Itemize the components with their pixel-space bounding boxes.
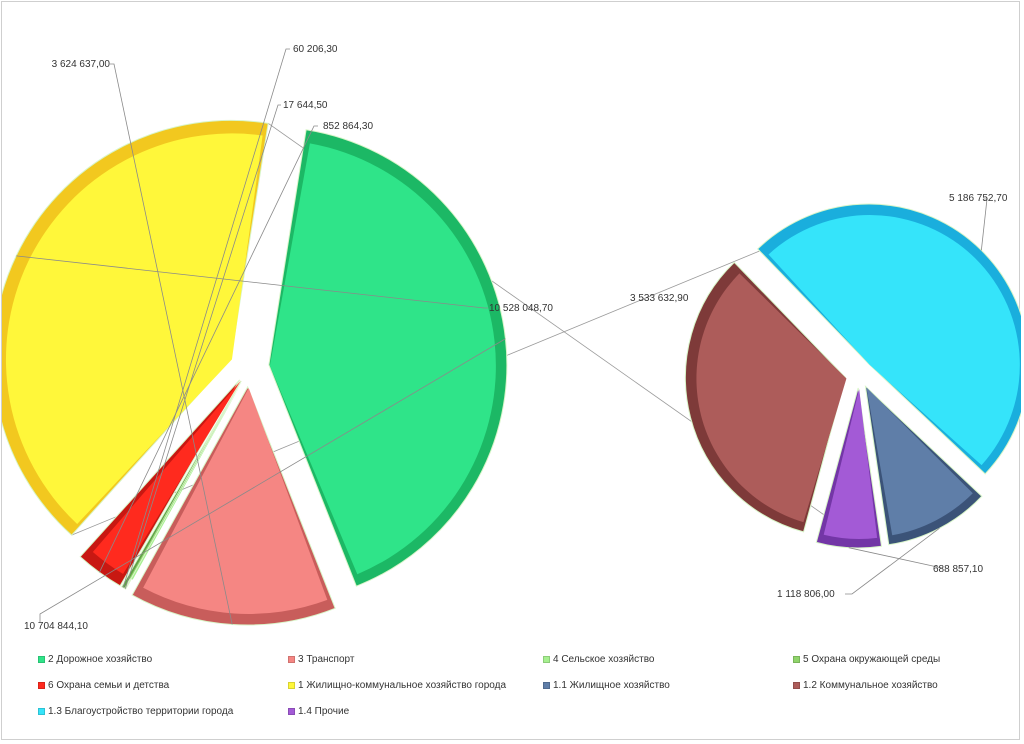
legend-swatch (288, 656, 295, 663)
legend-label: 2 Дорожное хозяйство (48, 654, 153, 665)
legend-item-5-охрана-окружающей-среды: 5 Охрана окружающей среды (793, 654, 940, 665)
leader-line-main-4 (99, 125, 318, 573)
legend-swatch (288, 682, 295, 689)
main-slice-1-жилищно-коммунальное-хозяйство-города (2, 119, 269, 536)
data-label-main-0: 10 704 844,10 (24, 621, 88, 632)
legend-label: 1.2 Коммунальное хозяйство (803, 680, 938, 691)
data-label-main-4: 852 864,30 (323, 121, 373, 132)
legend-label: 1.4 Прочие (298, 706, 350, 717)
leader-line-secondary-3 (848, 547, 943, 569)
legend-label: 1.1 Жилищное хозяйство (553, 680, 670, 691)
secondary-slice-1-4-прочие (815, 387, 883, 549)
leader-line-main-5 (16, 255, 488, 309)
legend-swatch (288, 708, 295, 715)
legend-item-3-транспорт: 3 Транспорт (288, 654, 354, 665)
legend-item-1-жилищно-коммунальное-хозяйство-города: 1 Жилищно-коммунальное хозяйство города (288, 680, 506, 691)
data-labels: 10 704 844,10 3 624 637,00 17 644,50 60 206… (24, 44, 1008, 632)
legend-label: 1 Жилищно-коммунальное хозяйство города (298, 680, 507, 691)
legend-item-1-1-жилищное-хозяйство: 1.1 Жилищное хозяйство (543, 680, 670, 691)
leader-line-main-3 (122, 48, 290, 588)
secondary-pie (685, 203, 1021, 549)
legend-label: 1.3 Благоустройство территории города (48, 706, 234, 717)
data-label-secondary-0: 1 118 806,00 (777, 589, 835, 600)
secondary-slice-1-3-благоустройство-территории-города (756, 203, 1021, 475)
pie-of-pie-chart: 10 704 844,10 3 624 637,00 17 644,50 60 206… (2, 44, 1021, 632)
legend-item-1-3-благоустройство-территории-города: 1.3 Благоустройство территории города (38, 706, 233, 717)
data-label-secondary-2: 5 186 752,70 (949, 193, 1008, 204)
legend-item-1-4-прочие: 1.4 Прочие (288, 706, 349, 717)
legend-label: 6 Охрана семьи и детства (48, 680, 170, 691)
legend-swatch (543, 656, 550, 663)
data-label-secondary-3: 688 857,10 (933, 564, 983, 575)
legend-item-4-сельское-хозяйство: 4 Сельское хозяйство (543, 654, 655, 665)
legend-label: 5 Охрана окружающей среды (803, 654, 941, 665)
legend-swatch (793, 682, 800, 689)
secondary-slice-1-2-коммунальное-хозяйство (685, 261, 847, 533)
leader-line-secondary-2 (980, 198, 988, 251)
data-label-main-2: 17 644,50 (283, 100, 328, 111)
legend-item-1-2-коммунальное-хозяйство: 1.2 Коммунальное хозяйство (793, 680, 938, 691)
data-label-main-1: 3 624 637,00 (52, 59, 111, 70)
data-label-main-3: 60 206,30 (293, 44, 338, 55)
main-slice-6-охрана-семьи-и-детства (79, 379, 241, 587)
leader-line-main-1 (110, 63, 233, 625)
main-slice-2-дорожное-хозяйство (268, 129, 508, 587)
leader-line-main-2 (124, 104, 281, 589)
data-label-main-5: 10 528 048,70 (489, 303, 553, 314)
legend-swatch (38, 656, 45, 663)
legend-label: 3 Транспорт (298, 654, 355, 665)
leader-lines (16, 48, 988, 625)
legend-swatch (38, 708, 45, 715)
legend-label: 4 Сельское хозяйство (553, 654, 655, 665)
leader-line-main-0 (39, 338, 506, 622)
legend: 2 Дорожное хозяйство 3 Транспорт 4 Сельско… (38, 654, 1018, 734)
leader-line-secondary-0 (845, 528, 940, 595)
legend-item-6-охрана-семьи-и-детства: 6 Охрана семьи и детства (38, 680, 169, 691)
legend-swatch (793, 656, 800, 663)
legend-item-2-дорожное-хозяйство: 2 Дорожное хозяйство (38, 654, 152, 665)
secondary-slice-1-1-жилищное-хозяйство (864, 385, 983, 546)
legend-swatch (543, 682, 550, 689)
legend-swatch (38, 682, 45, 689)
main-pie (2, 119, 508, 626)
data-label-secondary-1: 3 533 632,90 (630, 293, 689, 304)
